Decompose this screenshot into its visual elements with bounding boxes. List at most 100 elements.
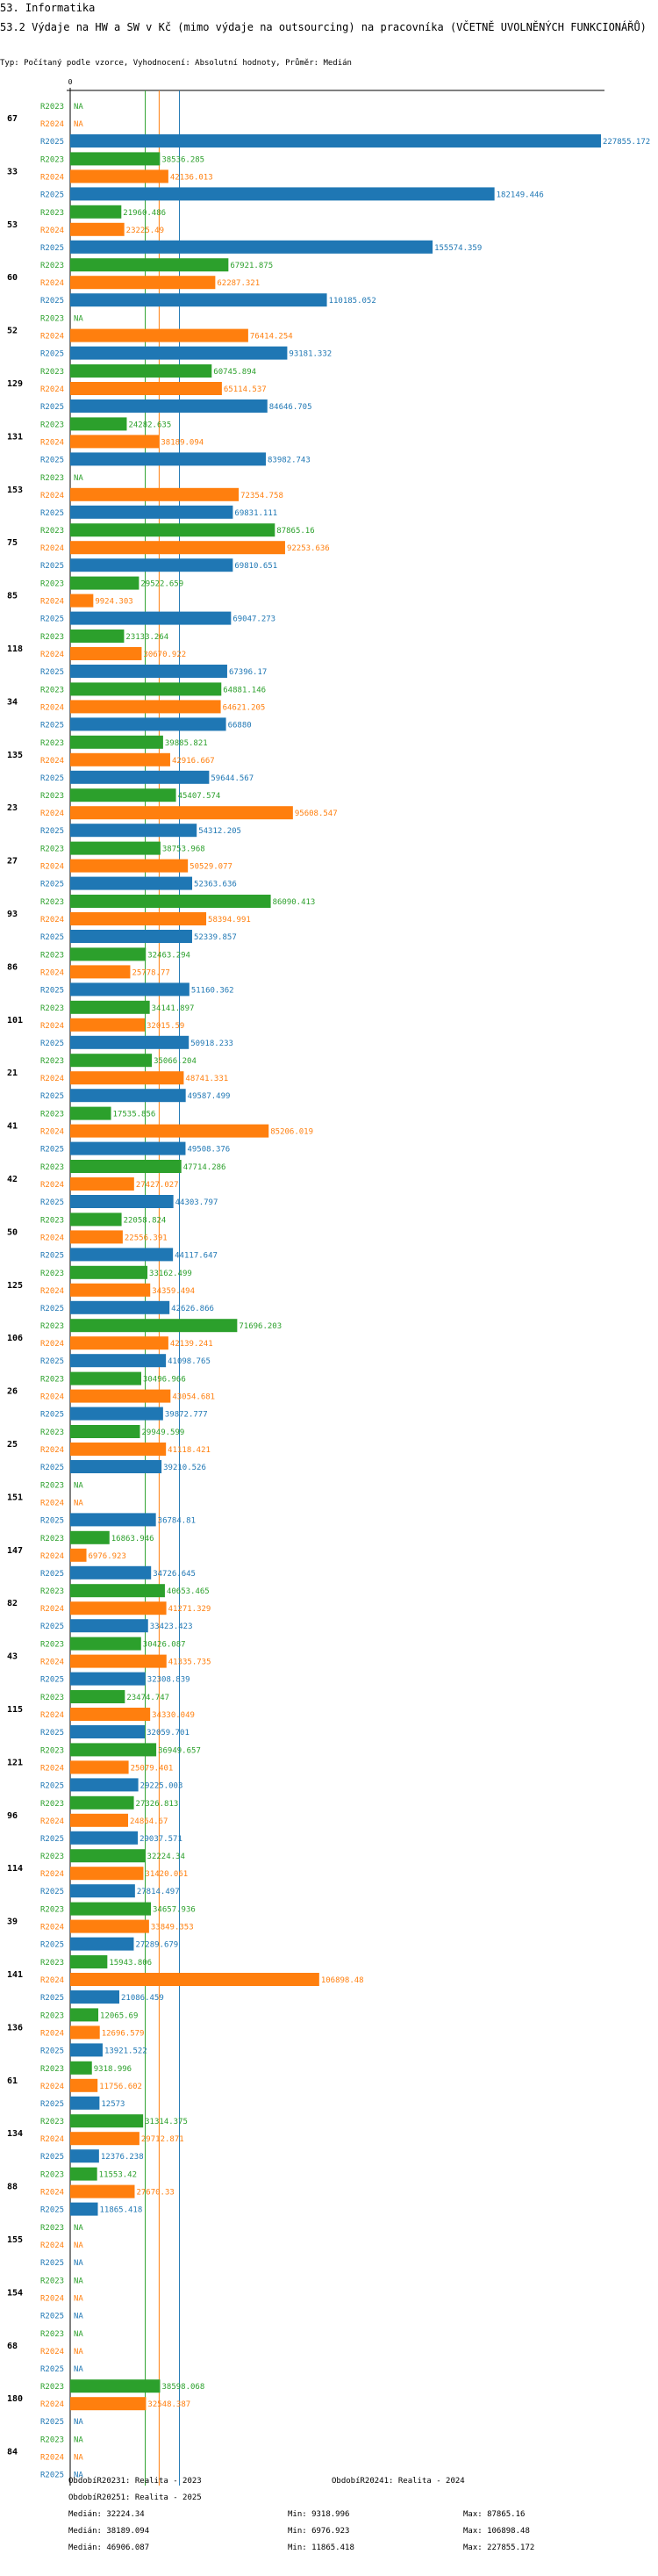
value-label: 92253.636 xyxy=(287,544,330,553)
series-label-r2023: R2023 xyxy=(40,368,64,377)
group-label: 84 xyxy=(7,2448,18,2457)
value-label: 64621.205 xyxy=(223,703,266,712)
value-label: 38189.094 xyxy=(161,438,204,447)
bar-r2024 xyxy=(70,435,160,449)
series-label-r2023: R2023 xyxy=(40,421,64,429)
series-label-r2024: R2024 xyxy=(40,703,64,712)
bar-r2024 xyxy=(70,1601,167,1615)
bar-r2025 xyxy=(70,1565,152,1579)
value-label: 50529.077 xyxy=(190,863,232,872)
value-label: 11756.602 xyxy=(99,2083,142,2091)
series-label-r2025: R2025 xyxy=(40,191,64,199)
value-label: 47714.286 xyxy=(183,1163,226,1172)
value-label: 30426.087 xyxy=(143,1641,186,1650)
bar-r2024 xyxy=(70,1654,167,1668)
series-label-r2025: R2025 xyxy=(40,1516,64,1525)
value-label: 76414.254 xyxy=(250,333,293,342)
group-label: 23 xyxy=(7,803,18,813)
series-label-r2023: R2023 xyxy=(40,1004,64,1013)
bar-r2025 xyxy=(70,1990,119,2004)
bar-r2023 xyxy=(70,1955,108,1968)
series-label-r2025: R2025 xyxy=(40,1411,64,1420)
na-label: NA xyxy=(74,120,83,129)
bar-r2025 xyxy=(70,717,226,731)
bar-r2023 xyxy=(70,2379,161,2393)
series-label-r2023: R2023 xyxy=(40,262,64,270)
value-label: 42136.013 xyxy=(170,173,213,182)
bar-r2024 xyxy=(70,1919,149,1933)
bar-r2025 xyxy=(70,1831,139,1845)
series-label-r2023: R2023 xyxy=(40,2330,64,2339)
series-label-r2025: R2025 xyxy=(40,1357,64,1366)
series-label-r2025: R2025 xyxy=(40,2100,64,2109)
bar-r2025 xyxy=(70,2202,98,2216)
series-label-r2023: R2023 xyxy=(40,2065,64,2074)
bar-r2025 xyxy=(70,1937,134,1951)
bar-r2025 xyxy=(70,2149,99,2163)
bar-r2025 xyxy=(70,1195,174,1208)
value-label: 67396.17 xyxy=(229,668,267,677)
bar-r2023 xyxy=(70,1000,150,1014)
series-label-r2024: R2024 xyxy=(40,2241,64,2250)
group-label: 61 xyxy=(7,2076,18,2086)
series-label-r2024: R2024 xyxy=(40,1659,64,1667)
series-label-r2023: R2023 xyxy=(40,1216,64,1225)
series-label-r2023: R2023 xyxy=(40,1746,64,1755)
na-label: NA xyxy=(74,2454,83,2463)
series-label-r2023: R2023 xyxy=(40,103,64,112)
series-label-r2023: R2023 xyxy=(40,1853,64,1861)
bar-r2024 xyxy=(70,1071,184,1085)
series-label-r2023: R2023 xyxy=(40,845,64,854)
series-label-r2024: R2024 xyxy=(40,492,64,500)
series-label-r2025: R2025 xyxy=(40,562,64,571)
value-label: 62287.321 xyxy=(217,279,260,288)
bar-r2023 xyxy=(70,1160,182,1173)
series-label-r2025: R2025 xyxy=(40,827,64,836)
bar-r2023 xyxy=(70,1106,111,1120)
series-label-r2025: R2025 xyxy=(40,2312,64,2321)
group-label: 50 xyxy=(7,1227,18,1237)
group-label: 135 xyxy=(7,751,23,760)
value-label: 110185.052 xyxy=(329,297,376,306)
value-label: 9924.303 xyxy=(95,598,132,607)
series-label-r2025: R2025 xyxy=(40,1835,64,1844)
value-label: 38536.285 xyxy=(161,155,204,164)
series-label-r2023: R2023 xyxy=(40,580,64,589)
bar-r2023 xyxy=(70,1795,134,1810)
series-label-r2023: R2023 xyxy=(40,1322,64,1331)
value-label: 30670.922 xyxy=(143,651,186,659)
series-label-r2025: R2025 xyxy=(40,2259,64,2268)
value-label: 25079.401 xyxy=(131,1764,174,1773)
bar-r2024 xyxy=(70,1124,269,1138)
group-label: 180 xyxy=(7,2394,23,2404)
series-label-r2023: R2023 xyxy=(40,1800,64,1809)
bar-r2024 xyxy=(70,1336,168,1350)
series-label-r2023: R2023 xyxy=(40,1376,64,1385)
value-label: 58394.991 xyxy=(208,916,251,925)
series-label-r2023: R2023 xyxy=(40,951,64,960)
value-label: 22556.391 xyxy=(125,1234,168,1242)
value-label: 44303.797 xyxy=(175,1198,218,1207)
value-label: 9318.996 xyxy=(94,2065,132,2074)
group-label: 134 xyxy=(7,2129,23,2139)
bar-r2024 xyxy=(70,1548,87,1562)
series-label-r2024: R2024 xyxy=(40,598,64,607)
na-label: NA xyxy=(74,2418,83,2427)
stat-min-r2025: Min: 11865.418 xyxy=(288,2544,354,2552)
bar-r2025 xyxy=(70,1619,148,1633)
value-label: 12696.579 xyxy=(102,2029,145,2038)
value-label: 69047.273 xyxy=(232,615,275,624)
bar-r2024 xyxy=(70,2026,100,2040)
group-label: 21 xyxy=(7,1069,18,1078)
series-label-r2025: R2025 xyxy=(40,1251,64,1260)
stat-median-r2025: Medián: 46906.087 xyxy=(68,2544,150,2552)
value-label: 12065.69 xyxy=(100,2011,138,2020)
bar-r2025 xyxy=(70,2096,100,2110)
series-label-r2024: R2024 xyxy=(40,1605,64,1614)
series-label-r2024: R2024 xyxy=(40,1234,64,1242)
series-label-r2023: R2023 xyxy=(40,1694,64,1702)
series-label-r2025: R2025 xyxy=(40,2206,64,2215)
series-label-r2025: R2025 xyxy=(40,615,64,624)
series-label-r2023: R2023 xyxy=(40,2277,64,2285)
value-label: 29037.571 xyxy=(139,1835,182,1844)
